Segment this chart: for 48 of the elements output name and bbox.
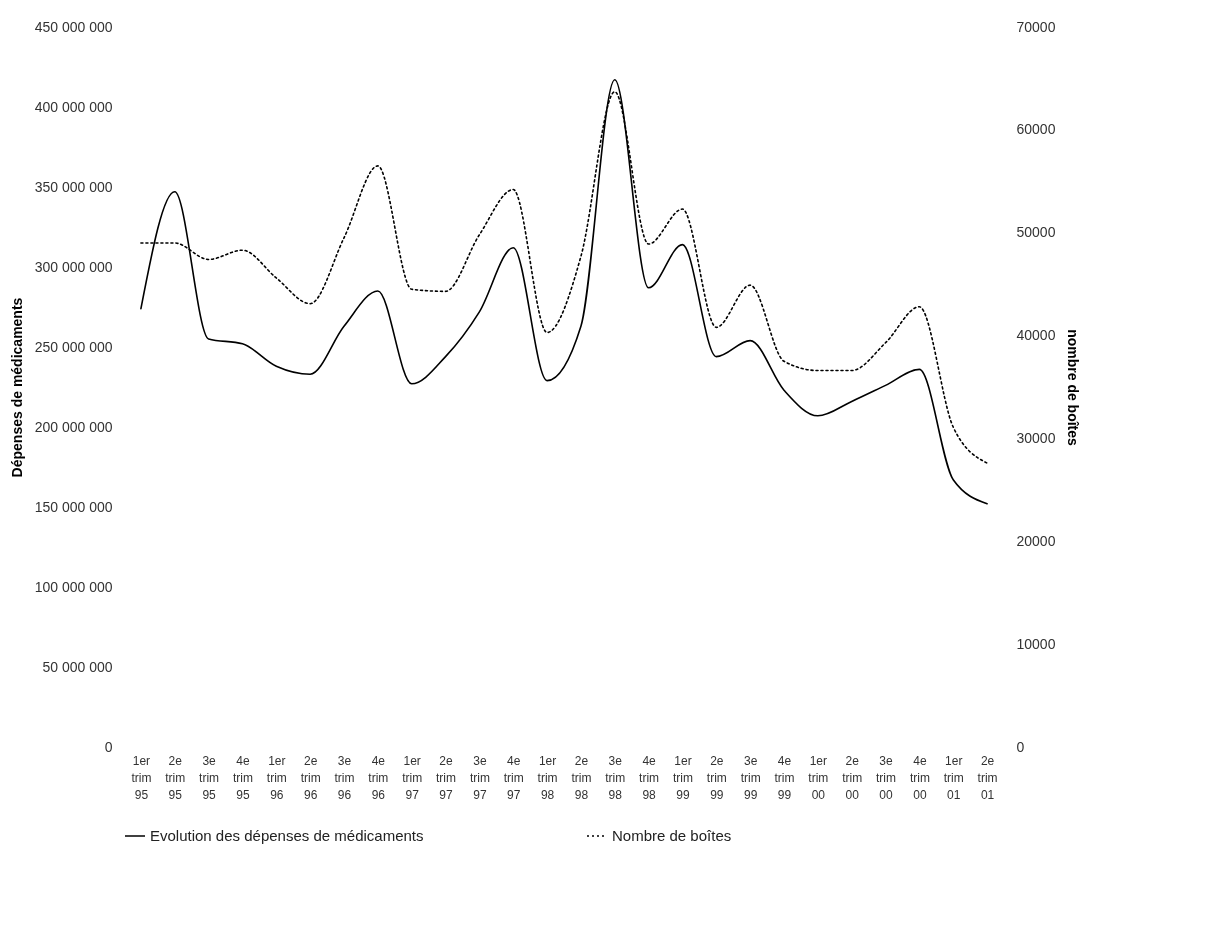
x-tick-label: 4e trim 98 [639, 753, 660, 802]
y-tick-label: 0 [104, 738, 113, 755]
y2-tick-label: 0 [1016, 738, 1025, 755]
x-tick-label: 3e trim 00 [876, 753, 897, 802]
y-tick-label: 100 000 000 [34, 578, 113, 595]
legend-label: Nombre de boîtes [612, 827, 732, 844]
x-tick-label: 1er trim 96 [266, 753, 287, 802]
x-tick-label: 3e trim 97 [469, 753, 490, 802]
y-tick-label: 250 000 000 [34, 338, 113, 355]
y-tick-label: 300 000 000 [34, 258, 113, 275]
x-tick-label: 1er trim 01 [943, 753, 964, 802]
y-tick-label: 50 000 000 [42, 658, 113, 675]
y-tick-label: 400 000 000 [34, 98, 113, 115]
x-tick-label: 1er trim 95 [131, 753, 152, 802]
y-axis-title: Dépenses de médicaments [8, 297, 25, 478]
x-tick-label: 1er trim 98 [537, 753, 558, 802]
x-tick-label: 1er trim 00 [808, 753, 829, 802]
y2-tick-label: 60000 [1016, 121, 1056, 138]
x-tick-label: 4e trim 99 [774, 753, 795, 802]
y2-tick-label: 10000 [1016, 635, 1056, 652]
y2-tick-label: 30000 [1016, 429, 1056, 446]
y2-tick-label: 20000 [1016, 532, 1056, 549]
x-tick-label: 2e trim 98 [571, 753, 592, 802]
y2-tick-label: 50000 [1016, 224, 1056, 241]
x-tick-label: 3e trim 96 [334, 753, 355, 802]
y2-tick-label: 40000 [1016, 327, 1056, 344]
x-tick-label: 4e trim 95 [232, 753, 253, 802]
x-tick-label: 1er trim 97 [402, 753, 423, 802]
y-tick-label: 350 000 000 [34, 178, 113, 195]
y-tick-label: 200 000 000 [34, 418, 113, 435]
legend-label: Evolution des dépenses de médicaments [150, 827, 424, 844]
y-tick-label: 150 000 000 [34, 498, 113, 515]
x-tick-label: 3e trim 95 [199, 753, 220, 802]
x-tick-label: 2e trim 96 [300, 753, 321, 802]
x-tick-label: 3e trim 99 [740, 753, 761, 802]
y-tick-label: 450 000 000 [34, 18, 113, 35]
x-tick-label: 2e trim 95 [165, 753, 186, 802]
x-tick-label: 2e trim 01 [977, 753, 998, 802]
y2-tick-label: 70000 [1016, 18, 1056, 35]
x-tick-label: 4e trim 96 [368, 753, 389, 802]
x-tick-label: 1er trim 99 [672, 753, 693, 802]
x-tick-label: 4e trim 00 [909, 753, 930, 802]
x-tick-label: 2e trim 00 [842, 753, 863, 802]
x-tick-label: 2e trim 97 [436, 753, 457, 802]
x-tick-label: 4e trim 97 [503, 753, 524, 802]
y2-axis-title: nombre de boîtes [1065, 329, 1082, 447]
x-tick-label: 3e trim 98 [605, 753, 626, 802]
x-tick-label: 2e trim 99 [706, 753, 727, 802]
